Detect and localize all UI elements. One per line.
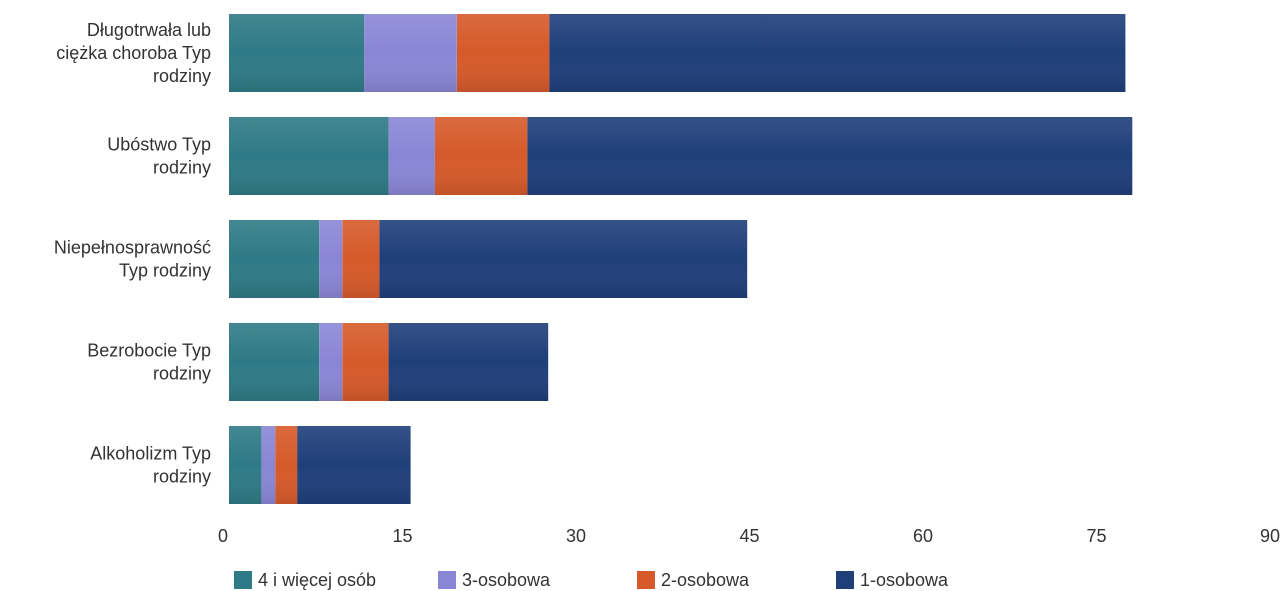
legend-label-4: 1-osobowa: [860, 570, 949, 590]
bars-group: [229, 14, 1133, 504]
x-tick-label-90: 90: [1260, 526, 1280, 546]
bar-segment-5-4: [297, 426, 411, 504]
bar-segment-5-1: [229, 426, 262, 504]
legend-swatch-2: [438, 571, 456, 589]
bar-segment-2-1: [229, 117, 389, 195]
x-axis-tick-labels: 0 15 30 45 60 75 90: [218, 526, 1280, 546]
x-tick-label-60: 60: [913, 526, 933, 546]
bar-segment-4-1: [229, 323, 320, 401]
legend-swatch-3: [637, 571, 655, 589]
bar-segment-2-2: [388, 117, 435, 195]
x-tick-label-0: 0: [218, 526, 228, 546]
bar-segment-2-4: [527, 117, 1133, 195]
bar-segment-5-2: [261, 426, 276, 504]
bar-segment-3-3: [342, 220, 380, 298]
bar-segment-4-2: [319, 323, 343, 401]
category-label-2: Ubóstwo Typ rodziny: [107, 135, 211, 178]
category-label-4: Bezrobocie Typ rodziny: [87, 341, 211, 384]
x-tick-label-30: 30: [566, 526, 586, 546]
bar-segment-3-1: [229, 220, 320, 298]
bar-segment-4-4: [388, 323, 549, 401]
bar-segment-4-3: [342, 323, 389, 401]
bar-segment-1-3: [456, 14, 550, 92]
legend-swatch-1: [234, 571, 252, 589]
category-label-1: Długotrwała lub ciężka choroba Typ rodziny: [56, 20, 211, 86]
legend-label-3: 2-osobowa: [661, 570, 750, 590]
bar-segment-3-4: [379, 220, 748, 298]
category-label-3: Niepełnosprawność Typ rodziny: [54, 238, 211, 281]
x-tick-label-75: 75: [1086, 526, 1106, 546]
bar-segment-1-2: [364, 14, 457, 92]
x-tick-label-15: 15: [392, 526, 412, 546]
bar-segment-3-2: [319, 220, 343, 298]
bar-segment-5-3: [275, 426, 298, 504]
category-label-5: Alkoholizm Typ rodziny: [90, 444, 211, 487]
legend-label-2: 3-osobowa: [462, 570, 551, 590]
legend: 4 i więcej osób 3-osobowa 2-osobowa 1-osobo…: [234, 570, 949, 590]
legend-swatch-4: [836, 571, 854, 589]
bar-segment-1-1: [229, 14, 365, 92]
bar-segment-2-3: [434, 117, 528, 195]
x-tick-label-45: 45: [739, 526, 759, 546]
category-labels: Długotrwała lub ciężka choroba Typ rodziny…: [54, 20, 211, 487]
legend-label-1: 4 i więcej osób: [258, 570, 376, 590]
bar-segment-1-4: [549, 14, 1126, 92]
